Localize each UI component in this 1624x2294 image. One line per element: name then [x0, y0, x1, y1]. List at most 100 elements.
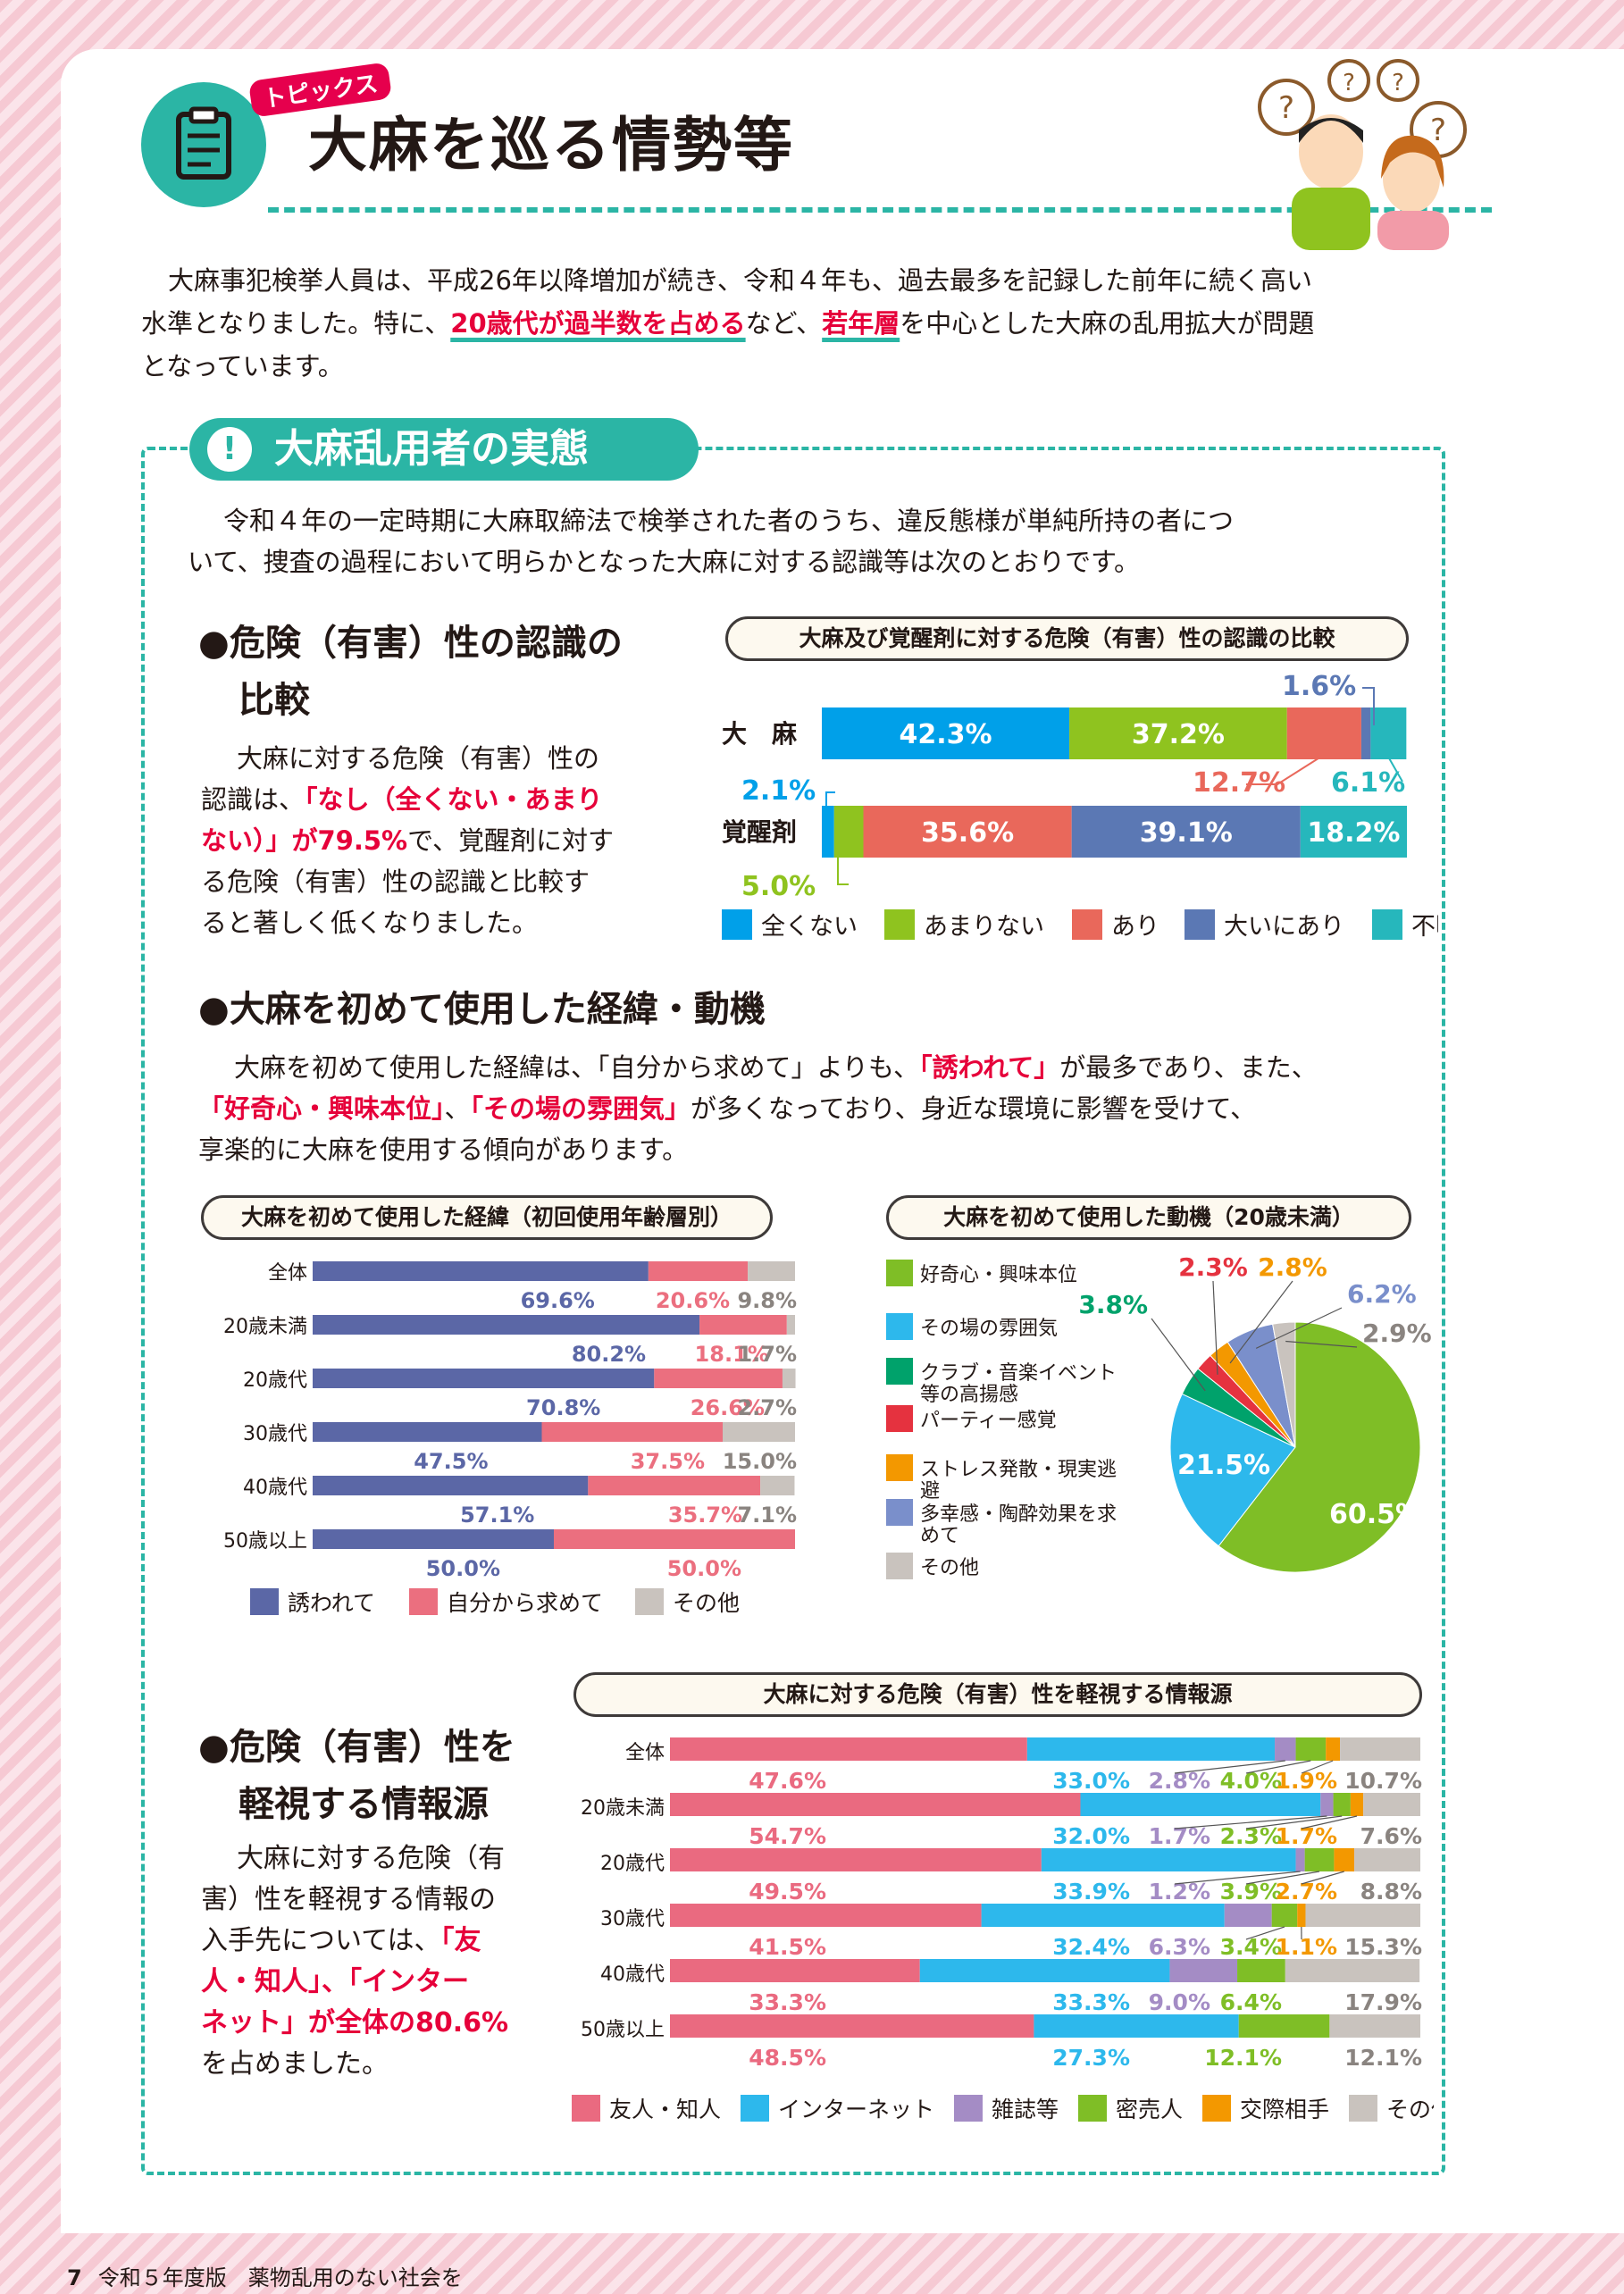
data-label: 33.9% — [1052, 1879, 1130, 1905]
data-label: 2.8% — [1149, 1768, 1210, 1794]
intro-text: 大麻事犯検挙人員は、平成26年以降増加が続き、令和４年も、過去最多を記録した前年… — [141, 265, 1315, 381]
legend-label: 密売人 — [1116, 2097, 1183, 2122]
legend-swatch — [250, 1588, 279, 1615]
bar-segment — [1285, 1959, 1420, 1982]
info-heading: ●危険（有害）性を 軽視する情報源 — [198, 1727, 515, 1825]
legend-label: 友人・知人 — [609, 2097, 721, 2122]
svg-text:?: ? — [1430, 113, 1446, 148]
bar-segment — [313, 1529, 554, 1549]
data-label: 3.9% — [1220, 1879, 1282, 1905]
legend-swatch — [572, 2095, 600, 2122]
legend-label: 多幸感・陶酔効果を求 — [920, 1503, 1117, 1526]
bar-segment — [1370, 707, 1407, 759]
bar-segment — [1034, 2014, 1239, 2038]
legend-label: 好奇心・興味本位 — [920, 1264, 1077, 1286]
leader-line — [1245, 1871, 1320, 1885]
bar-segment — [919, 1959, 1170, 1982]
motive-bar-chart: 全体 69.6% 20.6% 9.8% 20歳未満 80.2% 18.1%1.7% 20歳代 7… — [223, 1261, 797, 1616]
leader-line — [1245, 1926, 1285, 1940]
bar-segment — [1080, 1793, 1321, 1816]
legend-label: めて — [920, 1525, 959, 1547]
motive-text: 大麻を初めて使用した経緯は、「自分から求めて」よりも、「誘われて」が最多であり、… — [198, 1052, 1318, 1165]
exclamation-icon: ! — [207, 427, 252, 472]
data-label: 1.9% — [1276, 1768, 1337, 1794]
legend-swatch — [1072, 909, 1102, 940]
leader-line — [1212, 1280, 1218, 1375]
bar-segment — [313, 1476, 589, 1495]
bar-segment — [1300, 806, 1407, 858]
data-label: 18.2% — [1307, 817, 1400, 849]
page-title: 大麻を巡る情勢等 — [308, 111, 794, 180]
leader-line — [1301, 1871, 1344, 1885]
bar-segment — [723, 1422, 795, 1442]
data-label: 50.0% — [667, 1556, 741, 1581]
bar-segment — [1305, 1904, 1420, 1927]
category-label: 20歳未満 — [223, 1316, 307, 1338]
bar-segment — [786, 1315, 795, 1335]
legend-label: その他 — [673, 1590, 740, 1616]
legend-label: クラブ・音楽イベント — [920, 1362, 1117, 1385]
data-label: 6.4% — [1220, 1989, 1282, 2015]
bar-segment — [648, 1261, 749, 1281]
bar-segment — [554, 1529, 795, 1549]
leader-line — [1362, 687, 1375, 725]
legend-label: あり — [1111, 913, 1159, 941]
category-label: 40歳代 — [600, 1963, 665, 1986]
data-label: 60.5% — [1329, 1499, 1422, 1530]
page-number: 7 — [67, 2265, 82, 2290]
section-frame — [141, 447, 1445, 2175]
legend-label: その他 — [1386, 2097, 1434, 2122]
data-label: 49.5% — [749, 1879, 826, 1905]
data-label: 39.1% — [1140, 817, 1233, 849]
data-label: 7.6% — [1360, 1823, 1422, 1849]
footer-text: 令和５年度版 薬物乱用のない社会を — [97, 2265, 463, 2290]
confused-people-illustration: ? ? ? ? — [1258, 59, 1467, 250]
bar-segment — [1304, 1848, 1335, 1871]
data-label: 1.1% — [1276, 1934, 1337, 1960]
bar-segment — [1071, 806, 1301, 858]
data-label: 35.7% — [668, 1503, 742, 1528]
data-label: 47.5% — [414, 1449, 488, 1474]
category-label: 50歳以上 — [581, 2019, 665, 2041]
bar-segment — [1334, 1848, 1355, 1871]
data-label: 32.0% — [1052, 1823, 1130, 1849]
risk-text: 大麻に対する危険（有害）性の 認識は、「なし（全くない・あまり ない）」が79.… — [201, 743, 614, 938]
motive-heading: ●大麻を初めて使用した経緯・動機 — [198, 989, 766, 1030]
bar-segment — [1363, 1793, 1420, 1816]
legend-swatch — [741, 2095, 769, 2122]
legend-swatch — [886, 1454, 913, 1481]
data-label: 26.6% — [691, 1395, 765, 1420]
category-label: 20歳代 — [243, 1369, 307, 1392]
bar-segment — [1069, 707, 1287, 759]
data-label: 37.5% — [631, 1449, 705, 1474]
bar-segment — [782, 1369, 796, 1388]
data-label: 8.8% — [1360, 1879, 1422, 1905]
data-label: 6.3% — [1149, 1934, 1210, 1960]
data-label: 15.0% — [723, 1449, 797, 1474]
legend-swatch — [886, 1553, 913, 1579]
legend-label: あまりない — [924, 913, 1044, 941]
bar-segment — [1275, 1737, 1296, 1761]
category-label: 30歳代 — [243, 1423, 307, 1445]
data-label: 50.0% — [426, 1556, 500, 1581]
risk-chart-title: 大麻及び覚醒剤に対する危険（有害）性の認識の比較 — [725, 616, 1409, 661]
data-label: 2.3% — [1220, 1823, 1282, 1849]
data-label: 15.3% — [1344, 1934, 1422, 1960]
bar-segment — [670, 1737, 1027, 1761]
bar-segment — [313, 1261, 649, 1281]
bar-segment — [1295, 1848, 1305, 1871]
bar-segment — [822, 806, 834, 858]
bar-segment — [981, 1904, 1225, 1927]
bar-segment — [313, 1369, 655, 1388]
info-chart: 全体 47.6% 33.0% 2.8% 4.0%1.9% 10.7% 20歳未満 54.7% 3… — [572, 1737, 1434, 2122]
bar-segment — [1224, 1904, 1272, 1927]
category-label: 40歳代 — [243, 1477, 307, 1499]
data-label: 18.1% — [695, 1342, 769, 1367]
bar-segment — [699, 1315, 787, 1335]
bar-segment — [1286, 707, 1361, 759]
leader-line — [1384, 749, 1403, 783]
svg-text:?: ? — [1343, 70, 1355, 96]
bar-segment — [313, 1315, 700, 1335]
data-label: 57.1% — [460, 1503, 534, 1528]
bar-segment — [1271, 1904, 1298, 1927]
